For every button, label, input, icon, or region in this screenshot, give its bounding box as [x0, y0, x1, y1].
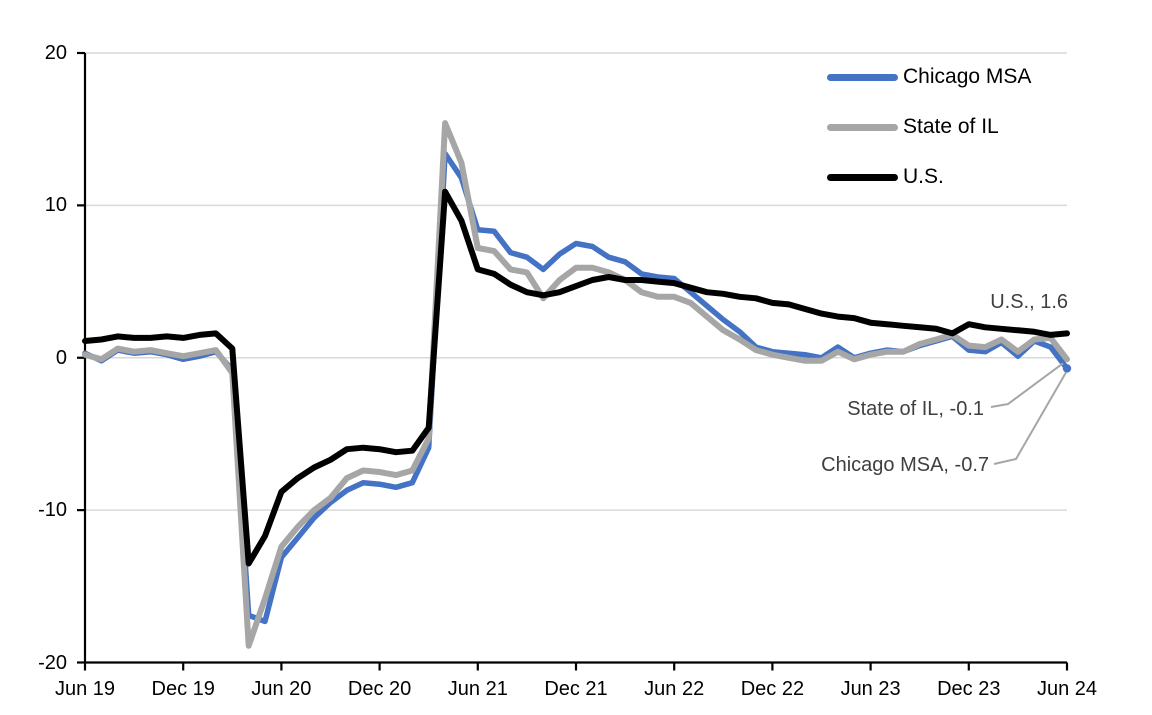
y-axis-tick-label-20: 20: [44, 42, 67, 64]
legend: Chicago MSA State of IL U.S.: [827, 52, 1031, 202]
y-axis-tick-label--10: -10: [38, 499, 67, 522]
x-axis-tick-label-jun-20: Jun 20: [251, 677, 312, 700]
legend-item-state-of-il: State of IL: [827, 102, 1031, 152]
x-axis-tick-label-jun-24: Jun 24: [1036, 677, 1098, 700]
y-axis-tick-label-0: 0: [55, 346, 67, 369]
annotation-state-of-il-value: State of IL, -0.1: [847, 398, 984, 420]
state-of-il-line-swatch: [827, 123, 898, 131]
x-axis-tick-label-jun-19: Jun 19: [54, 677, 116, 700]
us-line-swatch: [827, 173, 898, 181]
x-axis-tick-label-dec-21: Dec 21: [544, 677, 608, 700]
series-line-u-s: [82, 188, 1070, 567]
chicago-msa-line-swatch: [827, 73, 898, 81]
legend-item-us: U.S.: [827, 152, 1031, 202]
x-axis-tick-label-dec-20: Dec 20: [347, 677, 412, 700]
x-axis-tick-label-jun-21: Jun 21: [447, 677, 508, 700]
annotation-chicago-msa-value: Chicago MSA, -0.7: [821, 454, 989, 476]
y-axis-tick-label-10: 10: [44, 194, 67, 217]
x-axis-tick-label-jun-23: Jun 23: [840, 677, 901, 700]
end-point-marker-chicago-msa: [1062, 364, 1072, 373]
x-axis-tick-label-jun-22: Jun 22: [644, 677, 705, 700]
leader-line-chicago-msa: [993, 371, 1067, 465]
x-axis-tick-label-dec-22: Dec 22: [740, 677, 805, 700]
series-line-state-of-il: [82, 120, 1070, 649]
x-axis-tick-label-dec-23: Dec 23: [937, 677, 1001, 700]
y-axis-tick-label--20: -20: [38, 651, 67, 674]
legend-item-chicago-msa: Chicago MSA: [827, 52, 1031, 102]
legend-label-us: U.S.: [903, 165, 944, 188]
annotation-us-value: U.S., 1.6: [990, 291, 1068, 313]
legend-label-state-of-il: State of IL: [903, 115, 999, 138]
leader-line-state-of-il: [990, 362, 1064, 408]
legend-label-chicago-msa: Chicago MSA: [903, 65, 1032, 88]
x-axis-tick-label-dec-19: Dec 19: [151, 677, 215, 700]
